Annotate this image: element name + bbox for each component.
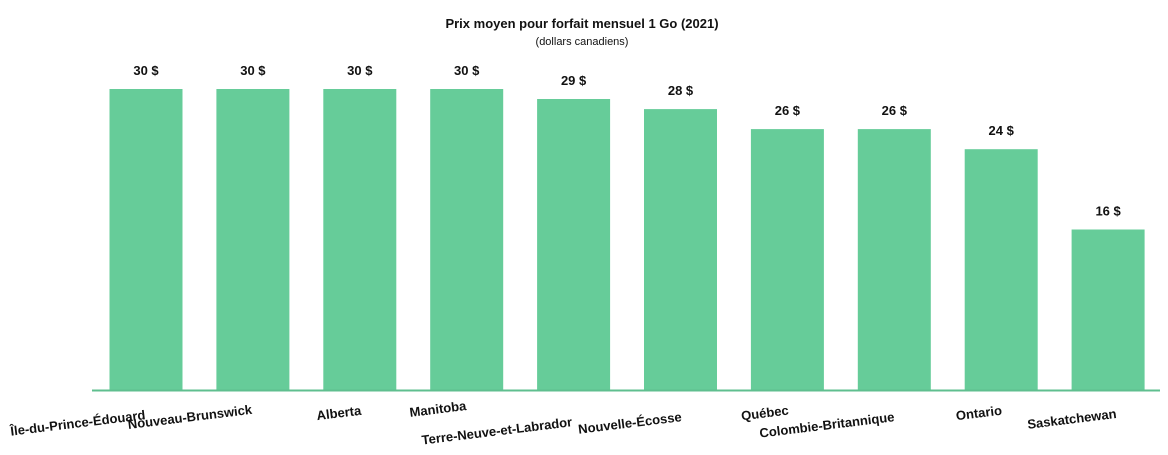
bars-group [109,89,1145,390]
value-label-10: 16 $ [1095,204,1121,219]
category-label-9: Ontario [955,403,1003,424]
bar-7 [750,129,824,390]
value-label-7: 26 $ [775,103,801,118]
chart-subtitle: (dollars canadiens) [536,36,629,48]
category-label-5: Terre-Neuve-et-Labrador [421,414,573,447]
bar-3 [323,89,397,390]
value-label-9: 24 $ [989,123,1015,138]
value-label-4: 30 $ [454,63,480,78]
bar-1 [109,89,183,390]
category-label-3: Alberta [316,403,363,423]
value-label-6: 28 $ [668,83,694,98]
bar-2 [216,89,290,390]
bar-4 [430,89,504,390]
value-label-1: 30 $ [133,63,159,78]
value-label-8: 26 $ [882,103,908,118]
bar-10 [1071,229,1145,390]
value-label-3: 30 $ [347,63,373,78]
bar-5 [537,99,611,390]
category-label-6: Nouvelle-Écosse [577,409,682,437]
category-label-7: Québec [740,403,789,424]
value-labels-group: 30 $ 30 $ 30 $ 30 $ 29 $ 28 $ 26 $ 26 $ 24 $ 16 $ [133,63,1121,219]
category-label-1: Île-du-Prince-Édouard [9,407,147,439]
bar-8 [857,129,931,390]
value-label-5: 29 $ [561,73,587,88]
bar-6 [644,109,717,390]
value-label-2: 30 $ [240,63,266,78]
chart-title: Prix moyen pour forfait mensuel 1 Go (20… [445,16,718,31]
bar-9 [964,149,1038,390]
category-label-4: Manitoba [409,398,468,420]
category-label-2: Nouveau-Brunswick [127,402,254,432]
category-label-10: Saskatchewan [1026,406,1117,432]
